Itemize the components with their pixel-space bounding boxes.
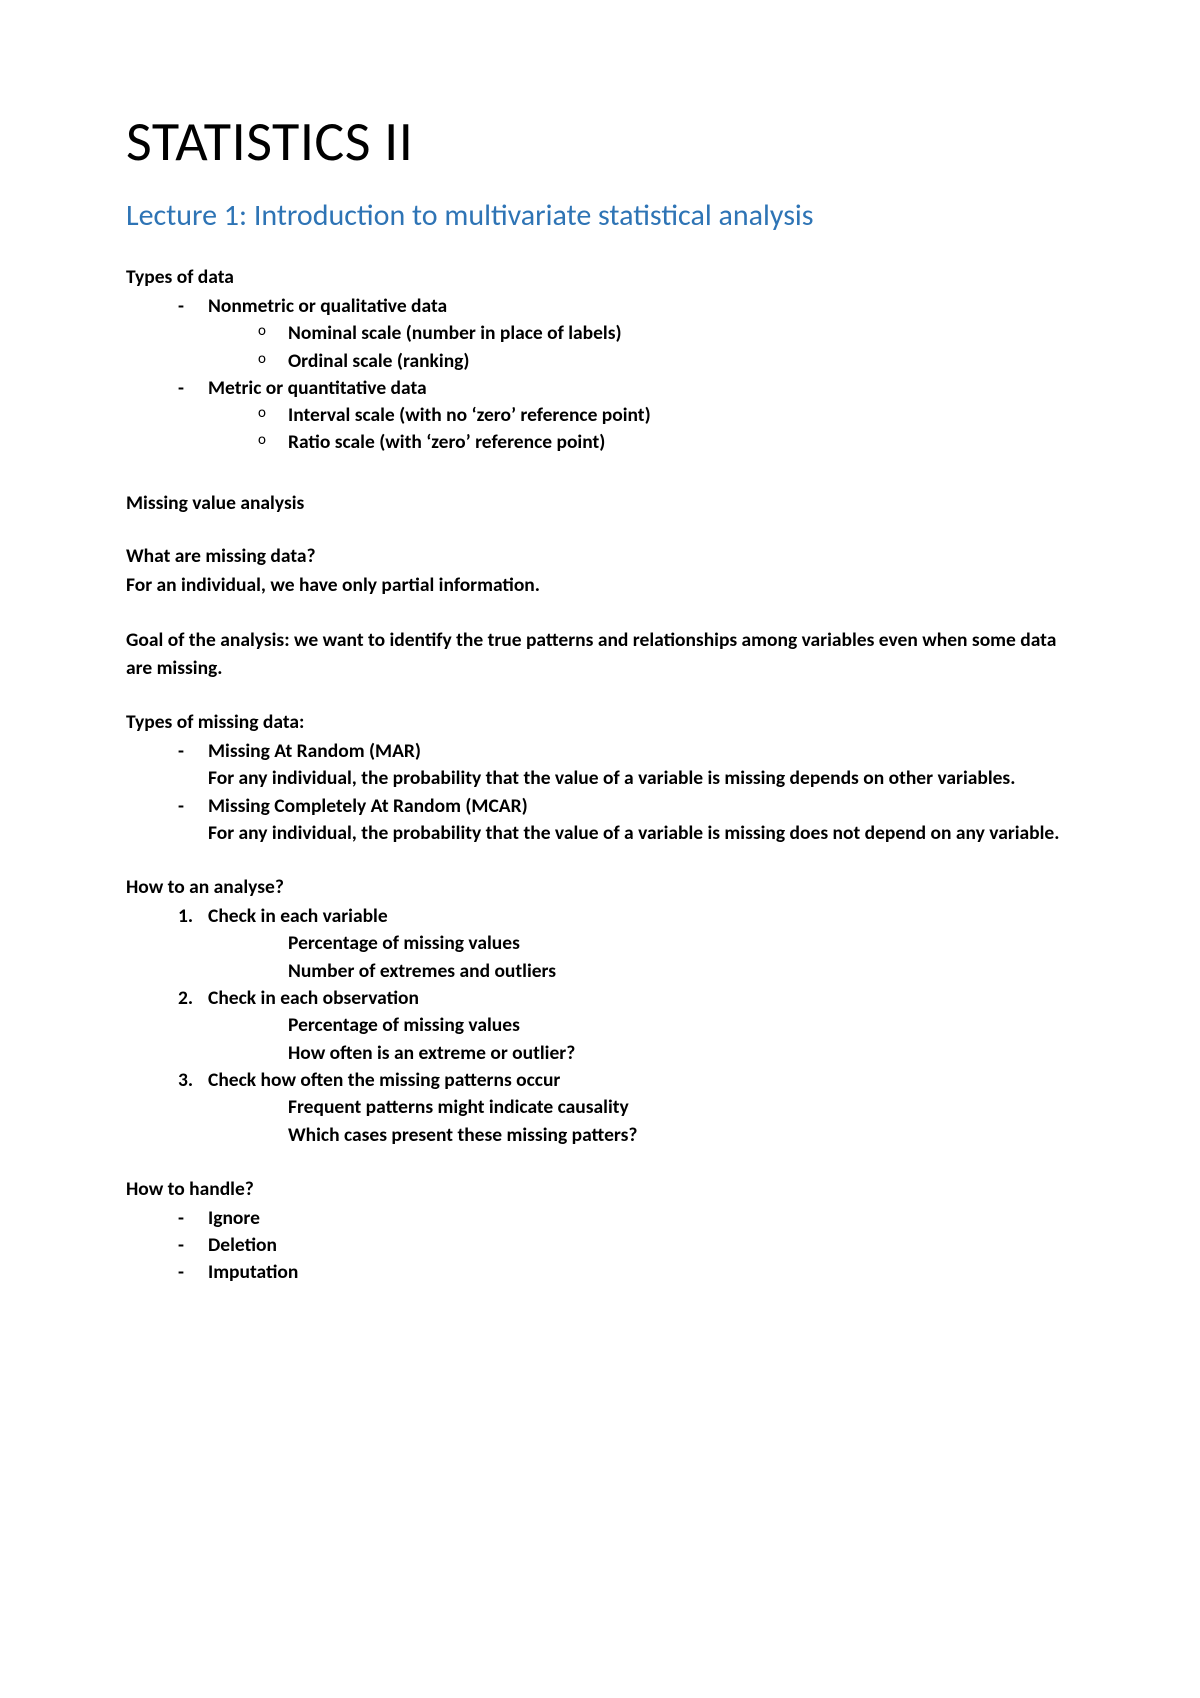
sublist: Nominal scale (number in place of labels… [258, 320, 1074, 375]
list-item-label: Nonmetric or qualitative data [208, 294, 447, 318]
list-item: Check how often the missing patterns occ… [178, 1067, 1074, 1149]
types-of-data-heading: Types of data [126, 265, 1074, 289]
document-title: STATISTICS II [126, 108, 1074, 176]
list-item: Missing Completely At Random (MCAR) For … [178, 793, 1074, 848]
types-of-data-list: Nonmetric or qualitative data Nominal sc… [178, 293, 1074, 457]
sublist-item: How often is an extreme or outlier? [288, 1040, 1074, 1067]
sublist-item: Frequent patterns might indicate causali… [288, 1094, 1074, 1121]
how-analyse-heading: How to an analyse? [126, 875, 1074, 899]
what-are-missing-a: For an individual, we have only partial … [126, 572, 1074, 599]
list-item: Missing At Random (MAR) For any individu… [178, 738, 1074, 793]
sublist: Percentage of missing values Number of e… [288, 930, 1074, 985]
how-handle-heading: How to handle? [126, 1177, 1074, 1201]
list-item-label: Check in each variable [208, 904, 388, 928]
how-handle-list: Ignore Deletion Imputation [178, 1205, 1074, 1287]
list-item: Metric or quantitative data Interval sca… [178, 375, 1074, 457]
list-item-label: Metric or quantitative data [208, 376, 427, 400]
goal-text: Goal of the analysis: we want to identif… [126, 627, 1074, 682]
sublist: Percentage of missing values How often i… [288, 1012, 1074, 1067]
sublist-item: Interval scale (with no ‘zero’ reference… [258, 402, 1074, 429]
sublist-item: Ratio scale (with ‘zero’ reference point… [258, 429, 1074, 456]
sublist: Interval scale (with no ‘zero’ reference… [258, 402, 1074, 457]
sublist-item: Nominal scale (number in place of labels… [258, 320, 1074, 347]
what-are-missing-q: What are missing data? [126, 543, 1074, 570]
types-missing-list: Missing At Random (MAR) For any individu… [178, 738, 1074, 847]
list-item-label: Check in each observation [208, 986, 419, 1010]
list-item: Deletion [178, 1232, 1074, 1259]
missing-value-heading: Missing value analysis [126, 491, 1074, 515]
list-item: Check in each variable Percentage of mis… [178, 903, 1074, 985]
sublist-item: Ordinal scale (ranking) [258, 348, 1074, 375]
sublist-item: Number of extremes and outliers [288, 958, 1074, 985]
sublist-item: Percentage of missing values [288, 930, 1074, 957]
list-item-desc: For any individual, the probability that… [208, 765, 1074, 792]
list-item: Imputation [178, 1259, 1074, 1286]
list-item: Ignore [178, 1205, 1074, 1232]
list-item-label: Missing Completely At Random (MCAR) [208, 794, 528, 818]
list-item-label: Check how often the missing patterns occ… [208, 1068, 560, 1092]
lecture-subtitle: Lecture 1: Introduction to multivariate … [126, 196, 1074, 235]
sublist: Frequent patterns might indicate causali… [288, 1094, 1074, 1149]
list-item: Check in each observation Percentage of … [178, 985, 1074, 1067]
how-analyse-list: Check in each variable Percentage of mis… [178, 903, 1074, 1149]
list-item-desc: For any individual, the probability that… [208, 820, 1074, 847]
types-missing-heading: Types of missing data: [126, 710, 1074, 734]
list-item-label: Missing At Random (MAR) [208, 739, 421, 763]
sublist-item: Percentage of missing values [288, 1012, 1074, 1039]
sublist-item: Which cases present these missing patter… [288, 1122, 1074, 1149]
list-item: Nonmetric or qualitative data Nominal sc… [178, 293, 1074, 375]
